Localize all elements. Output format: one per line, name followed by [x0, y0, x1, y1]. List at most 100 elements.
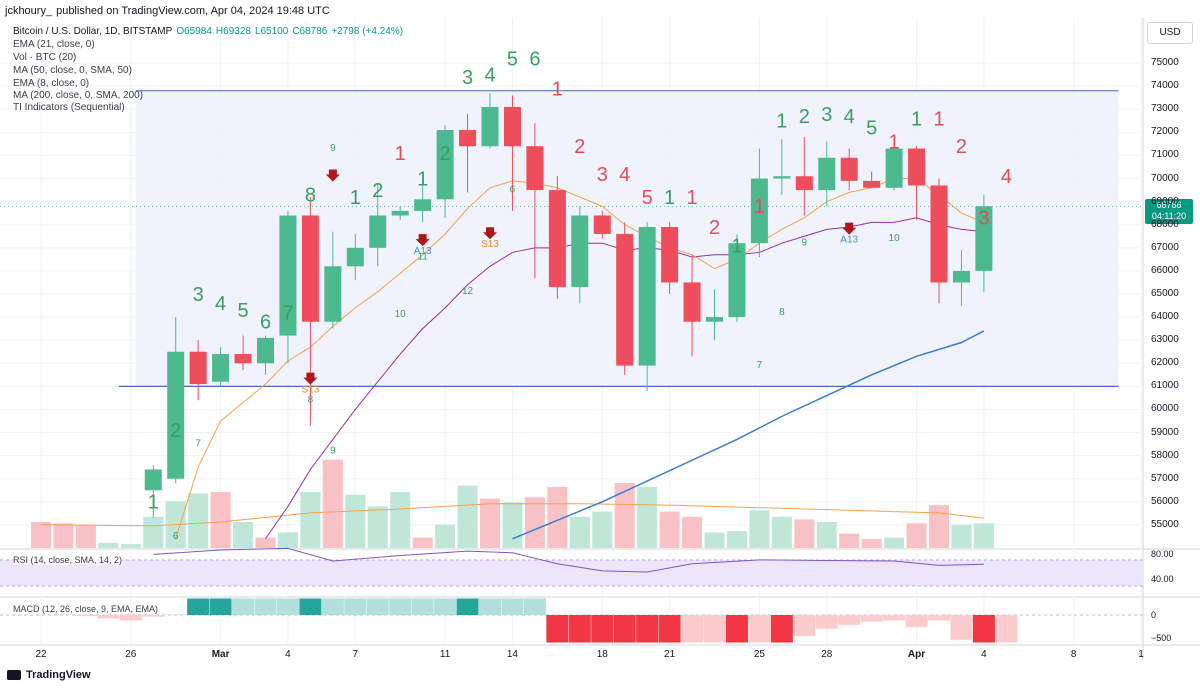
td-setup-label: 7 — [195, 438, 201, 449]
candle-body — [863, 180, 881, 188]
candle-body — [481, 106, 499, 147]
macd-histogram-bar — [389, 598, 412, 615]
tradingview-logo-icon — [7, 670, 21, 680]
td-setup-label: 8 — [308, 395, 314, 406]
candle-body — [683, 282, 701, 322]
publish-header: jckhoury_ published on TradingView.com, … — [5, 5, 330, 17]
candle-body — [728, 243, 746, 318]
td-count-label: 4 — [844, 106, 855, 128]
price-tick-label: 56000 — [1151, 495, 1179, 507]
td-count-label: 2 — [574, 136, 585, 158]
macd-level-0: 0 — [1151, 610, 1157, 620]
indicator-ma50[interactable]: MA (50, close, 0, SMA, 50) — [13, 65, 132, 76]
candle-body — [234, 354, 252, 364]
macd-histogram-bar — [568, 615, 591, 643]
rsi-level-80: 80.00 — [1151, 549, 1174, 559]
candle-body — [638, 227, 656, 366]
macd-histogram-bar — [411, 598, 434, 615]
td-count-label: 1 — [148, 492, 159, 514]
candle-body — [167, 351, 185, 479]
volume-bar — [884, 537, 905, 548]
macd-histogram-bar — [456, 598, 479, 615]
td-countdown-label: S13 — [481, 239, 499, 250]
candle-body — [795, 176, 813, 191]
volume-bar — [861, 538, 882, 548]
footer-brand[interactable]: TradingView — [7, 669, 91, 681]
volume-bar — [300, 492, 321, 548]
rsi-label[interactable]: RSI (14, close, SMA, 14, 2) — [13, 555, 123, 565]
macd-histogram-bar — [950, 615, 973, 640]
candle-body — [189, 351, 207, 385]
candle-body — [750, 178, 768, 244]
td-count-label: 5 — [866, 118, 877, 140]
time-tick-label: 14 — [506, 649, 518, 660]
macd-label[interactable]: MACD (12, 26, close, 9, EMA, EMA) — [13, 604, 159, 614]
macd-histogram-bar — [479, 598, 501, 615]
time-tick-label: 4 — [285, 649, 291, 660]
macd-histogram-bar — [187, 598, 210, 615]
td-count-label: 4 — [619, 164, 630, 186]
price-tick-label: 74000 — [1151, 80, 1179, 92]
td-countdown-label: S13 — [302, 385, 320, 396]
volume-bar — [704, 532, 725, 548]
candle-body — [257, 337, 274, 364]
volume-bar — [592, 511, 613, 548]
td-count-label: 3 — [193, 284, 204, 306]
candle-body — [279, 215, 297, 336]
down-arrow-icon — [325, 169, 340, 182]
candle-body — [526, 146, 544, 191]
indicator-ema8[interactable]: EMA (8, close, 0) — [13, 78, 90, 89]
time-tick-label: 1 — [1138, 649, 1144, 660]
volume-bar — [682, 516, 703, 548]
candle-body — [503, 106, 521, 147]
td-count-label: 2 — [709, 217, 720, 239]
volume-ma-line — [40, 503, 984, 527]
volume-bar — [390, 492, 411, 548]
macd-histogram-bar — [299, 598, 322, 615]
td-count-label: 1 — [350, 187, 361, 209]
volume-bar — [412, 537, 433, 548]
down-arrow-icon — [303, 372, 318, 385]
volume-bar — [906, 523, 927, 548]
indicator-volume[interactable]: Vol · BTC (20) — [13, 52, 77, 63]
volume-bar — [524, 497, 545, 548]
indicator-ema21[interactable]: EMA (21, close, 0) — [13, 39, 95, 50]
macd-histogram-bar — [770, 615, 793, 643]
price-tick-label: 62000 — [1151, 357, 1179, 369]
macd-histogram-bar — [232, 598, 255, 615]
candle-body — [391, 210, 409, 216]
change-value: +2798 (+4.24%) — [331, 26, 404, 37]
price-tick-label: 70000 — [1151, 172, 1179, 184]
volume-bar — [277, 532, 298, 548]
author-name[interactable]: jckhoury_ — [5, 5, 53, 17]
macd-histogram-bar — [793, 615, 816, 636]
candle-body — [436, 130, 454, 200]
volume-bar — [771, 516, 792, 548]
symbol-name[interactable]: Bitcoin / U.S. Dollar, 1D, BITSTAMP — [13, 26, 173, 37]
time-tick-label: Mar — [211, 649, 230, 660]
macd-histogram-bar — [321, 598, 344, 615]
candle-body — [346, 247, 364, 267]
td-count-label: 1 — [731, 235, 742, 257]
td-count-label: 3 — [978, 208, 989, 230]
td-count-label: 7 — [282, 302, 293, 324]
price-tick-label: 60000 — [1151, 403, 1179, 415]
td-setup-label: 10 — [395, 309, 407, 320]
td-count-label: 1 — [933, 108, 944, 130]
macd-histogram-bar — [591, 615, 614, 643]
td-count-label: 1 — [889, 132, 900, 154]
volume-bar — [951, 524, 972, 548]
macd-histogram-bar — [209, 598, 232, 615]
td-count-label: 4 — [484, 65, 495, 87]
time-tick-label: 25 — [753, 649, 765, 660]
currency-button[interactable]: USD — [1147, 22, 1193, 44]
indicator-ma200[interactable]: MA (200, close, 0, SMA, 200) — [13, 90, 144, 101]
time-tick-label: 26 — [125, 649, 137, 660]
price-tick-label: 69000 — [1151, 195, 1179, 207]
indicator-td-sequential[interactable]: TI Indicators (Sequential) — [13, 102, 125, 113]
macd-histogram-bar — [972, 615, 995, 643]
candle-body — [908, 148, 926, 186]
candle-body — [885, 148, 903, 188]
td-count-label: 5 — [237, 300, 248, 322]
